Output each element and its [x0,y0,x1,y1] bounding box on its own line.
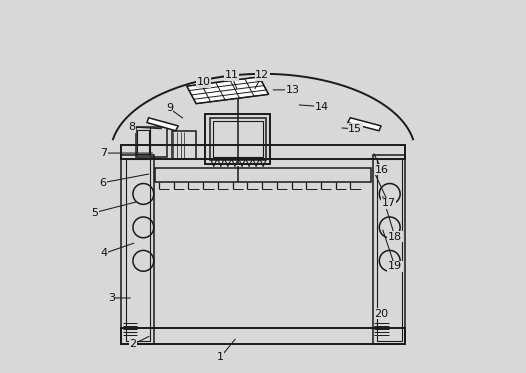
Polygon shape [187,77,269,104]
Polygon shape [348,118,381,131]
Text: 2: 2 [129,339,137,350]
Bar [378,159,402,341]
Text: 5: 5 [92,207,98,217]
Text: 13: 13 [286,85,300,95]
Text: 19: 19 [388,261,402,272]
Text: 6: 6 [99,178,106,188]
Bar [136,127,167,157]
Bar [213,122,263,157]
Text: 9: 9 [166,103,173,113]
Text: 12: 12 [255,70,269,80]
Text: 3: 3 [108,293,115,303]
Text: 15: 15 [348,124,362,134]
Text: 11: 11 [225,70,238,80]
Bar [172,131,196,159]
Text: 17: 17 [381,198,396,208]
Bar [121,328,406,344]
Bar [121,155,154,344]
Bar [121,144,406,159]
Bar [126,159,150,341]
Text: 18: 18 [388,232,402,242]
Bar [205,114,270,164]
Text: 14: 14 [315,101,329,112]
Text: 1: 1 [217,352,224,363]
Text: 20: 20 [374,308,388,319]
Text: 10: 10 [197,78,210,87]
Text: 4: 4 [100,248,107,258]
Bar [155,167,371,182]
Bar [210,118,266,160]
Bar [372,155,406,344]
Text: 7: 7 [100,148,107,158]
Text: 8: 8 [129,122,136,132]
Polygon shape [147,118,178,131]
Bar [137,130,149,154]
Text: 16: 16 [375,165,389,175]
